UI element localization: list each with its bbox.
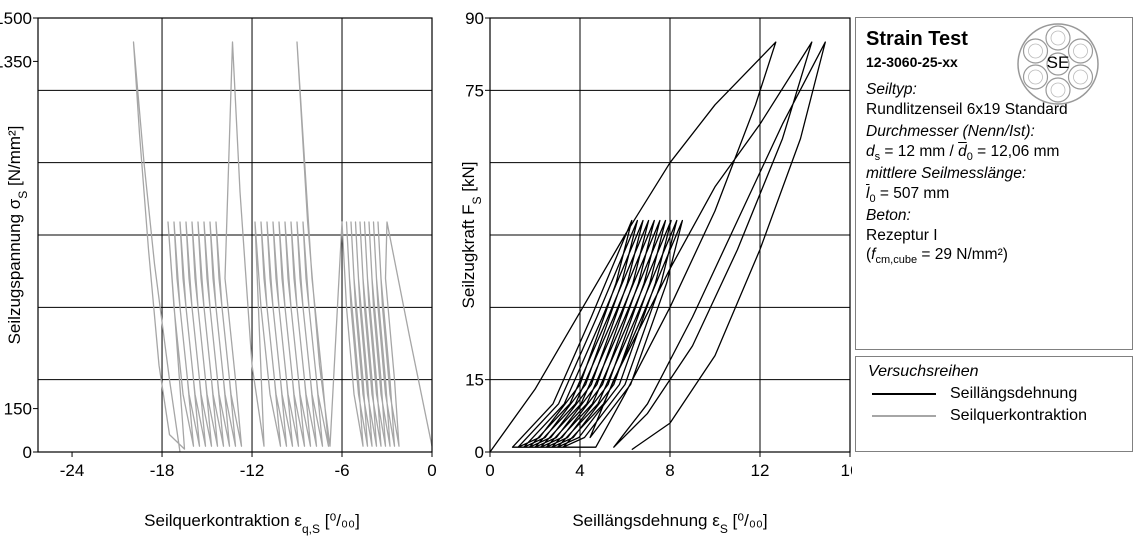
- x-tick-label: -6: [334, 461, 349, 480]
- y-tick-label: 0: [23, 443, 32, 462]
- symbol: f: [871, 246, 876, 263]
- text: = 507 mm: [875, 184, 950, 202]
- data-line: [489, 41, 826, 453]
- legend-item: Seilquerkontraktion: [868, 407, 1120, 425]
- x-axis-title: Seillängsdehnung εS [⁰/₀₀]: [572, 511, 767, 536]
- y-tick-label: 75: [465, 81, 484, 100]
- y-tick-label: 1350: [0, 52, 32, 71]
- legend-title: Versuchsreihen: [868, 363, 979, 380]
- symbol: d: [866, 142, 875, 160]
- info-label: Durchmesser (Nenn/Ist):: [866, 123, 1035, 140]
- info-id: 12-3060-25-xx: [866, 54, 958, 70]
- symbol: d: [958, 142, 967, 160]
- info-value: ds = 12 mm / d0 = 12,06 mm: [866, 142, 1122, 163]
- x-tick-label: 12: [751, 461, 770, 480]
- y-tick-label: 150: [4, 400, 32, 419]
- text: (: [866, 246, 872, 263]
- axis-title-sub: q,S: [302, 522, 320, 536]
- x-tick-label: -24: [60, 461, 85, 480]
- axis-title-main: Seilquerkontraktion ε: [144, 511, 302, 530]
- info-value: Rezeptur I: [866, 226, 938, 244]
- axis-title-main: Seillängsdehnung ε: [572, 511, 720, 530]
- y-axis-title: Seilzugspannung σS [N/mm²]: [5, 126, 30, 345]
- legend-swatch: [872, 415, 936, 417]
- x-tick-label: -18: [150, 461, 175, 480]
- subscript: 0: [869, 192, 876, 205]
- legend: Versuchsreihen Seillängsdehnung Seilquer…: [855, 356, 1133, 452]
- charts: -24-18-12-60015013501500Seilquerkontrakt…: [0, 9, 859, 536]
- axis-title-unit: [⁰/₀₀]: [320, 511, 360, 530]
- axis-title-unit: [N/mm²]: [5, 126, 24, 191]
- axis-title-sub: S: [470, 197, 484, 205]
- legend-label: Seilquerkontraktion: [950, 407, 1087, 424]
- subscript: s: [874, 150, 881, 163]
- subscript: 0: [966, 150, 973, 163]
- legend-swatch: [872, 393, 936, 395]
- x-tick-label: 0: [427, 461, 436, 480]
- legend-item: Seillängsdehnung: [868, 385, 1120, 403]
- logo-text: SE: [1047, 53, 1070, 72]
- axis-title-unit: [⁰/₀₀]: [728, 511, 768, 530]
- info-value: Rundlitzenseil 6x19 Standard: [866, 100, 1068, 118]
- axis-title-sub: S: [720, 522, 728, 536]
- y-tick-label: 0: [475, 443, 484, 462]
- y-tick-label: 15: [465, 371, 484, 390]
- data-line: [132, 41, 433, 453]
- x-tick-label: 16: [841, 461, 852, 480]
- subscript: cm,cube: [875, 254, 918, 267]
- plot-frame: [37, 17, 433, 453]
- axis-title-main: Seilzugspannung σ: [5, 198, 24, 344]
- axis-title-unit: [kN]: [459, 162, 478, 197]
- symbol: l: [866, 184, 870, 202]
- text: = 12,06 mm: [972, 142, 1060, 160]
- info-title: Strain Test: [866, 28, 968, 50]
- info-label: mittlere Seilmesslänge:: [866, 165, 1027, 182]
- x-axis-title: Seilquerkontraktion εq,S [⁰/₀₀]: [144, 511, 360, 536]
- x-tick-label: -12: [240, 461, 265, 480]
- y-tick-label: 1500: [0, 9, 32, 28]
- y-axis-title: Seilzugkraft FS [kN]: [459, 162, 484, 309]
- info-value: (fcm,cube = 29 N/mm²): [866, 245, 1122, 267]
- y-tick-label: 90: [465, 9, 484, 28]
- text: = 12 mm /: [880, 142, 959, 160]
- x-tick-label: 8: [665, 461, 674, 480]
- info-value: l0 = 507 mm: [866, 184, 1122, 205]
- axis-title-main: Seilzugkraft F: [459, 205, 478, 309]
- info-label: Beton:: [866, 207, 911, 224]
- axis-title-sub: S: [16, 191, 30, 199]
- info-label: Seiltyp:: [866, 81, 917, 98]
- text: = 29 N/mm²): [917, 246, 1008, 263]
- legend-label: Seillängsdehnung: [950, 385, 1078, 402]
- x-tick-label: 0: [485, 461, 494, 480]
- x-tick-label: 4: [575, 461, 584, 480]
- logo: SE: [1017, 23, 1099, 105]
